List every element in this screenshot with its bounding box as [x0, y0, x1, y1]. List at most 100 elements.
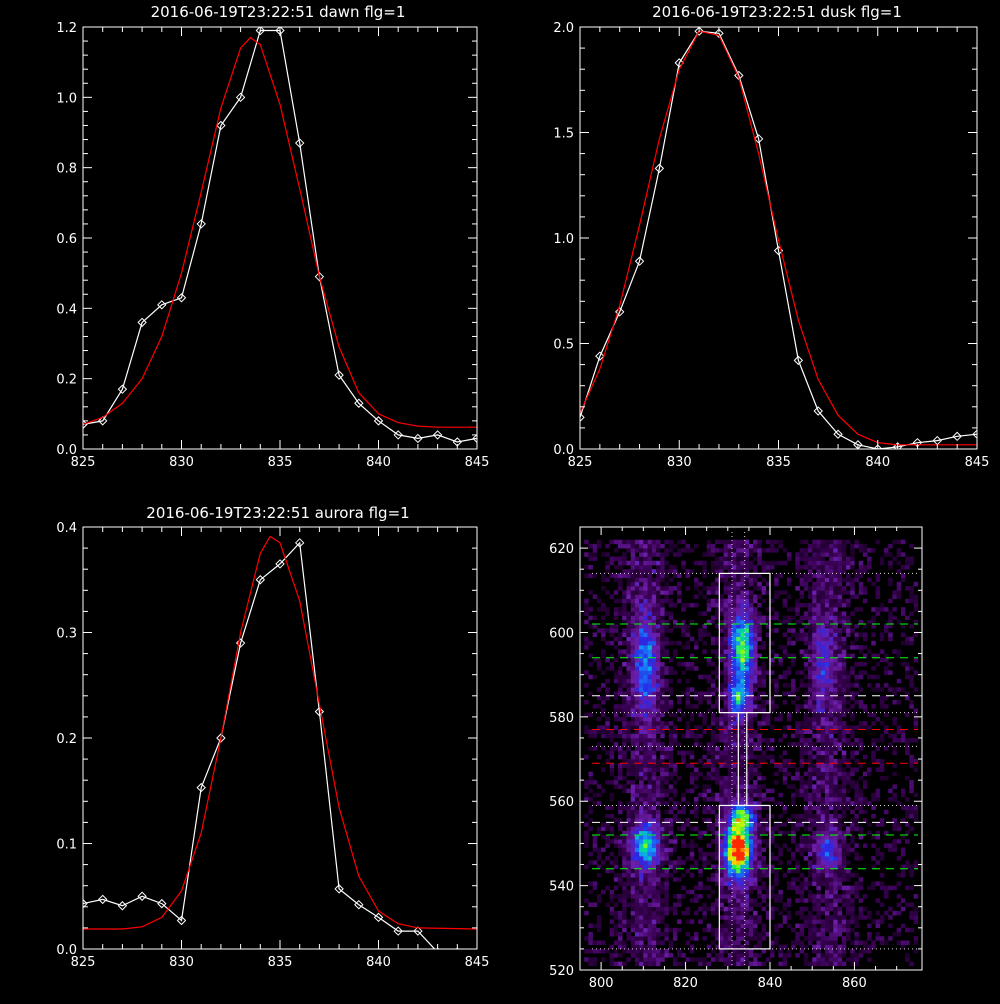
image-pixel	[618, 565, 623, 570]
image-pixel	[800, 557, 805, 562]
image-pixel	[635, 679, 640, 684]
image-pixel	[838, 962, 843, 967]
image-pixel	[715, 793, 720, 798]
image-pixel	[631, 763, 636, 768]
image-pixel	[626, 687, 631, 692]
image-pixel	[643, 784, 648, 789]
image-pixel	[842, 734, 847, 739]
image-pixel	[829, 856, 834, 861]
image-pixel	[829, 903, 834, 908]
image-pixel	[838, 835, 843, 840]
image-pixel	[719, 957, 724, 962]
image-pixel	[825, 595, 830, 600]
image-pixel	[698, 700, 703, 705]
image-pixel	[770, 704, 775, 709]
image-pixel	[753, 873, 758, 878]
image-pixel	[829, 734, 834, 739]
image-pixel	[808, 607, 813, 612]
image-pixel	[783, 751, 788, 756]
image-pixel	[707, 746, 712, 751]
image-pixel	[677, 919, 682, 924]
image-pixel	[643, 552, 648, 557]
image-pixel	[656, 962, 661, 967]
image-pixel	[694, 734, 699, 739]
image-pixel	[622, 860, 627, 865]
image-pixel	[648, 683, 653, 688]
image-pixel	[829, 924, 834, 929]
image-pixel	[614, 903, 619, 908]
image-pixel	[825, 772, 830, 777]
image-pixel	[707, 776, 712, 781]
image-pixel	[588, 590, 593, 595]
image-pixel	[681, 873, 686, 878]
image-pixel	[816, 662, 821, 667]
image-pixel	[626, 763, 631, 768]
image-pixel	[669, 590, 674, 595]
image-pixel	[778, 793, 783, 798]
image-pixel	[622, 683, 627, 688]
image-pixel	[643, 611, 648, 616]
image-pixel	[673, 772, 678, 777]
image-pixel	[753, 928, 758, 933]
image-pixel	[656, 675, 661, 680]
image-pixel	[660, 827, 665, 832]
image-pixel	[859, 806, 864, 811]
image-pixel	[816, 784, 821, 789]
image-pixel	[736, 928, 741, 933]
image-pixel	[833, 548, 838, 553]
image-pixel	[888, 936, 893, 941]
image-pixel	[854, 751, 859, 756]
image-pixel	[762, 822, 767, 827]
image-pixel	[605, 590, 610, 595]
image-pixel	[867, 768, 872, 773]
image-pixel	[635, 586, 640, 591]
image-pixel	[816, 730, 821, 735]
image-pixel	[677, 810, 682, 815]
image-pixel	[719, 873, 724, 878]
image-pixel	[846, 633, 851, 638]
image-pixel	[614, 616, 619, 621]
image-pixel	[673, 928, 678, 933]
image-pixel	[838, 725, 843, 730]
image-pixel	[812, 675, 817, 680]
image-pixel	[660, 789, 665, 794]
image-pixel	[867, 911, 872, 916]
image-pixel	[888, 637, 893, 642]
image-pixel	[614, 915, 619, 920]
image-pixel	[614, 540, 619, 545]
image-pixel	[770, 700, 775, 705]
image-pixel	[660, 666, 665, 671]
image-pixel	[829, 839, 834, 844]
image-pixel	[664, 637, 669, 642]
image-pixel	[783, 599, 788, 604]
image-pixel	[664, 700, 669, 705]
image-pixel	[643, 827, 648, 832]
image-pixel	[635, 573, 640, 578]
image-pixel	[724, 928, 729, 933]
image-pixel	[740, 835, 745, 840]
image-pixel	[652, 768, 657, 773]
image-pixel	[791, 633, 796, 638]
image-pixel	[808, 730, 813, 735]
image-pixel	[749, 607, 754, 612]
image-pixel	[795, 607, 800, 612]
image-pixel	[652, 578, 657, 583]
image-pixel	[838, 645, 843, 650]
image-pixel	[648, 941, 653, 946]
image-pixel	[787, 869, 792, 874]
image-pixel	[766, 755, 771, 760]
image-pixel	[664, 540, 669, 545]
image-pixel	[593, 734, 598, 739]
image-pixel	[648, 713, 653, 718]
image-pixel	[648, 700, 653, 705]
image-pixel	[829, 666, 834, 671]
image-pixel	[652, 755, 657, 760]
image-pixel	[808, 814, 813, 819]
image-pixel	[850, 928, 855, 933]
image-pixel	[656, 683, 661, 688]
image-pixel	[652, 806, 657, 811]
image-pixel	[833, 751, 838, 756]
image-pixel	[791, 856, 796, 861]
image-pixel	[597, 696, 602, 701]
image-pixel	[829, 578, 834, 583]
